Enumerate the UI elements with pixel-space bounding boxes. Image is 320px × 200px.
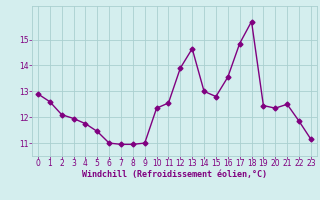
X-axis label: Windchill (Refroidissement éolien,°C): Windchill (Refroidissement éolien,°C) xyxy=(82,170,267,179)
